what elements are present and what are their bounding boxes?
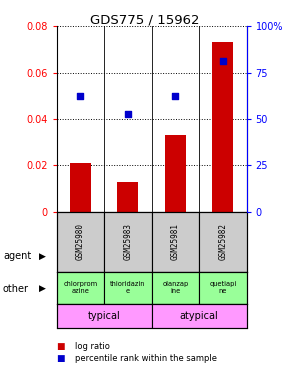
Text: other: other (3, 284, 29, 294)
Bar (212, 42, 233, 212)
Bar (151, 304, 246, 328)
Text: typical: typical (88, 311, 120, 321)
Bar (199, 272, 246, 304)
Text: thioridazin
e: thioridazin e (110, 281, 146, 294)
Text: ▶: ▶ (39, 251, 46, 260)
Bar (199, 212, 246, 272)
Text: log ratio: log ratio (75, 342, 110, 351)
Point (173, 93, 177, 99)
Text: agent: agent (3, 251, 31, 261)
Text: GDS775 / 15962: GDS775 / 15962 (90, 13, 200, 26)
Text: GSM25983: GSM25983 (123, 224, 132, 260)
Bar (104, 212, 151, 272)
Bar (117, 182, 138, 212)
Bar (165, 135, 186, 212)
Point (220, 58, 225, 64)
Text: ■: ■ (57, 354, 65, 363)
Bar (57, 304, 151, 328)
Bar (57, 272, 104, 304)
Text: olanzap
ine: olanzap ine (162, 281, 188, 294)
Bar (57, 212, 104, 272)
Bar (151, 272, 199, 304)
Bar (104, 272, 151, 304)
Bar (70, 163, 91, 212)
Text: percentile rank within the sample: percentile rank within the sample (75, 354, 218, 363)
Point (78, 93, 83, 99)
Text: GSM25982: GSM25982 (218, 224, 227, 260)
Text: chlorprom
azine: chlorprom azine (63, 281, 97, 294)
Point (126, 111, 130, 117)
Text: quetiapi
ne: quetiapi ne (209, 281, 236, 294)
Text: GSM25980: GSM25980 (76, 224, 85, 260)
Bar (151, 212, 199, 272)
Text: ▶: ▶ (39, 284, 46, 293)
Text: ■: ■ (57, 342, 65, 351)
Text: GSM25981: GSM25981 (171, 224, 180, 260)
Text: atypical: atypical (180, 311, 218, 321)
